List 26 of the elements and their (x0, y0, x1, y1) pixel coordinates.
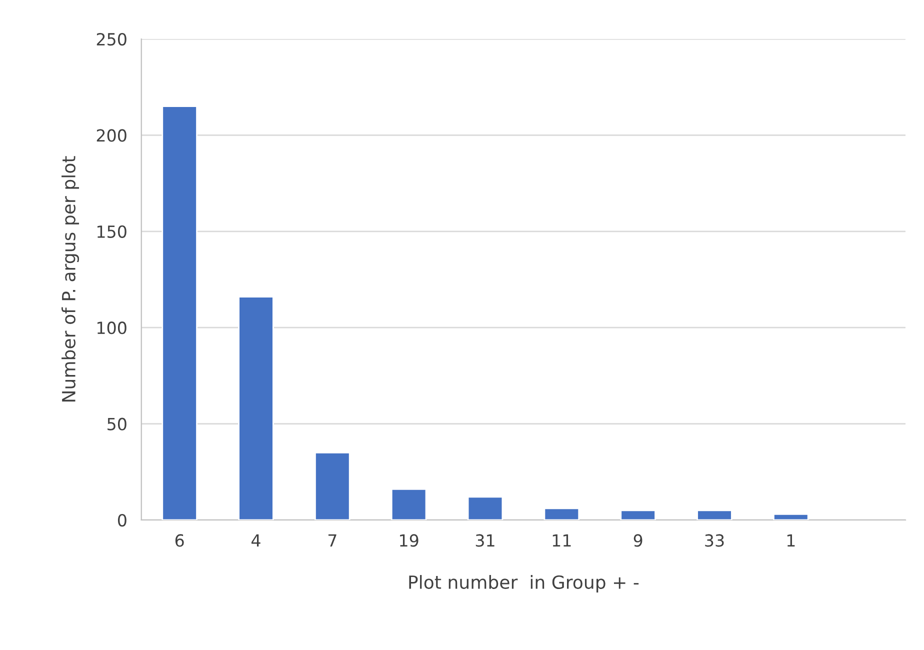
x-tick-label: 33 (705, 534, 724, 547)
x-axis-title: Plot number in Group + - (409, 575, 639, 592)
bar (314, 452, 350, 520)
y-tick-label: 100 (98, 322, 126, 334)
y-tick-label: 200 (96, 129, 126, 142)
bar (773, 514, 809, 520)
bar (467, 496, 504, 520)
x-tick-label: 4 (252, 534, 260, 547)
x-tick-label: 1 (787, 534, 795, 547)
bar (390, 488, 427, 520)
x-tick-label: 31 (476, 534, 494, 547)
x-tick-label: 9 (634, 534, 642, 547)
bar (544, 508, 580, 520)
bar (162, 106, 198, 520)
y-tick-label: 150 (98, 225, 126, 238)
x-tick-label: 11 (552, 534, 571, 547)
y-axis-title: Number of P. argus per plot (62, 156, 80, 402)
x-tick-label: 7 (328, 534, 336, 547)
y-tick-label: 250 (96, 32, 126, 46)
y-tick-label: 50 (108, 418, 126, 430)
bar (620, 510, 656, 520)
x-tick-label: 19 (400, 534, 418, 547)
x-tick-label: 6 (175, 534, 184, 547)
bar (696, 510, 732, 520)
y-tick-label: 0 (118, 514, 126, 527)
bar (238, 296, 274, 520)
